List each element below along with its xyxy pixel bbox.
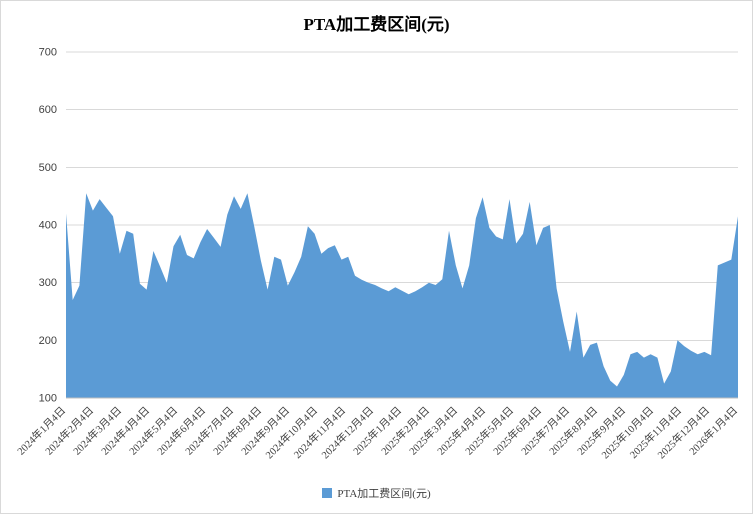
plot-area: 1002003004005006007002024年1月4日2024年2月4日2… [14,47,740,462]
x-tick-label: 2024年1月4日 [14,404,68,458]
y-tick-label: 600 [39,104,57,116]
y-tick-label: 100 [39,393,57,405]
y-tick-label: 700 [39,47,57,59]
y-tick-label: 500 [39,162,57,174]
legend-label: PTA加工费区间(元) [337,488,431,500]
y-tick-label: 200 [39,335,57,347]
chart-title: PTA加工费区间(元) [303,15,450,34]
legend: PTA加工费区间(元) [1,485,752,501]
y-tick-label: 400 [39,220,57,232]
legend-swatch [322,488,333,498]
area-series [66,193,738,398]
y-tick-label: 300 [39,277,57,289]
